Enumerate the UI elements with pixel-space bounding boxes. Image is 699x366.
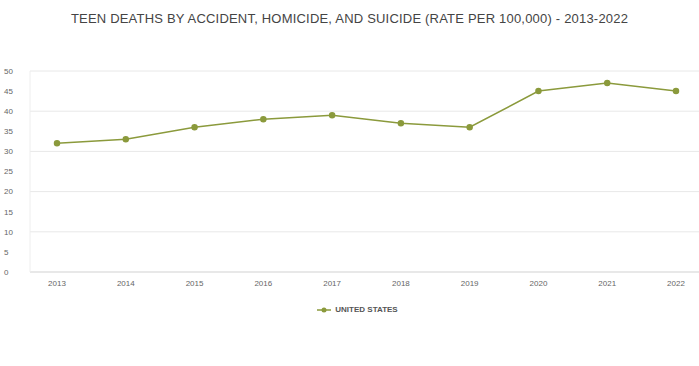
html-text:TEEN DEATHS BY ACCIDENT, HOMIC: TEEN DEATHS BY ACCIDENT, HOMICIDE, AND S…	[70, 11, 629, 26]
html-text:UNITED STATES: UNITED STATES	[335, 305, 398, 314]
svg-text:30: 30	[8, 147, 13, 156]
svg-text:5: 5	[8, 248, 9, 257]
svg-text:2016: 2016	[254, 279, 272, 288]
svg-text:2015: 2015	[186, 279, 204, 288]
svg-text:2019: 2019	[461, 279, 479, 288]
svg-text:20: 20	[8, 187, 13, 196]
svg-text:45: 45	[8, 87, 13, 96]
svg-text:2018: 2018	[392, 279, 410, 288]
svg-text:35: 35	[8, 127, 13, 136]
svg-text:15: 15	[8, 208, 13, 217]
svg-text:40: 40	[8, 107, 13, 116]
svg-text:2022: 2022	[667, 279, 685, 288]
svg-text:2020: 2020	[530, 279, 548, 288]
svg-text:2021: 2021	[598, 279, 616, 288]
svg-text:25: 25	[8, 167, 13, 176]
svg-text:2013: 2013	[48, 279, 66, 288]
svg-text:2014: 2014	[117, 279, 135, 288]
svg-text:50: 50	[8, 67, 13, 76]
svg-text:2017: 2017	[323, 279, 341, 288]
svg-text:10: 10	[8, 228, 13, 237]
svg-text:0: 0	[8, 268, 9, 277]
